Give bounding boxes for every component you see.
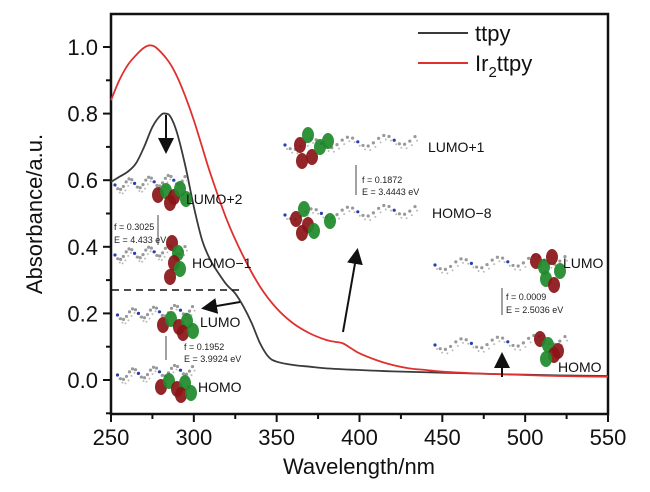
x-tick-label: 400 [341, 425, 378, 450]
x-tick-label: 300 [175, 425, 212, 450]
label-f2: f = 0.1952 [184, 342, 224, 352]
x-tick-label: 350 [258, 425, 295, 450]
molecule-lumo2-ttpy [113, 173, 192, 211]
x-tick-label: 500 [507, 425, 544, 450]
legend-label-ttpy: ttpy [475, 21, 510, 46]
legend: ttpy Ir2ttpy [418, 21, 532, 81]
x-tick-label: 250 [93, 425, 130, 450]
molecular-orbital-images [113, 127, 568, 403]
label-e3: E = 3.4443 eV [362, 187, 419, 197]
y-tick-label: 0.2 [67, 301, 98, 326]
x-tick-label: 450 [424, 425, 461, 450]
y-tick-label: 0.0 [67, 368, 98, 393]
axis-ticks: 250 300 350 400 450 500 550 0.0 0.2 0.4 0.6 0.8 1.0 [67, 35, 626, 450]
y-tick-label: 0.4 [67, 235, 98, 260]
label-f1: f = 0.3025 [114, 222, 154, 232]
molecule-lumo1-ir2ttpy [283, 127, 418, 169]
label-f4: f = 0.0009 [506, 292, 546, 302]
y-tick-label: 0.8 [67, 102, 98, 127]
label-homo8: HOMO−8 [432, 205, 492, 221]
molecule-homo1-ttpy [113, 235, 188, 285]
x-axis-title: Wavelength/nm [283, 454, 435, 479]
label-lumo2: LUMO+2 [186, 191, 243, 207]
molecule-homo-ir2ttpy [433, 331, 568, 367]
y-axis-title: Absorbance/a.u. [22, 134, 47, 294]
curves [110, 44, 609, 378]
arrow-shoulder-ttpy [201, 298, 241, 314]
legend-label-ir2ttpy: Ir2ttpy [475, 51, 532, 81]
label-homo1: HOMO−1 [192, 255, 252, 271]
x-tick-label: 550 [590, 425, 627, 450]
label-lumo-ttpy: LUMO [200, 314, 241, 330]
label-lumo-ir: LUMO [563, 255, 604, 271]
molecule-homo8-ir2ttpy [283, 201, 418, 241]
arrow-shoulder-ir2ttpy [342, 248, 363, 333]
label-homo-ttpy: HOMO [198, 379, 242, 395]
y-tick-label: 0.6 [67, 168, 98, 193]
molecule-lumo-ttpy [115, 303, 199, 341]
label-e2: E = 3.9924 eV [184, 354, 241, 364]
y-tick-label: 1.0 [67, 35, 98, 60]
label-lumo1: LUMO+1 [428, 139, 485, 155]
series-line-ttpy [110, 112, 609, 377]
molecule-lumo-ir2ttpy [433, 249, 568, 293]
label-e1: E = 4.433 eV [114, 235, 166, 245]
molecule-homo-ttpy [115, 363, 197, 403]
label-e4: E = 2.5036 eV [506, 305, 563, 315]
label-f3: f = 0.1872 [362, 175, 402, 185]
series-line-ir2ttpy [110, 44, 609, 378]
label-homo-ir: HOMO [558, 359, 602, 375]
